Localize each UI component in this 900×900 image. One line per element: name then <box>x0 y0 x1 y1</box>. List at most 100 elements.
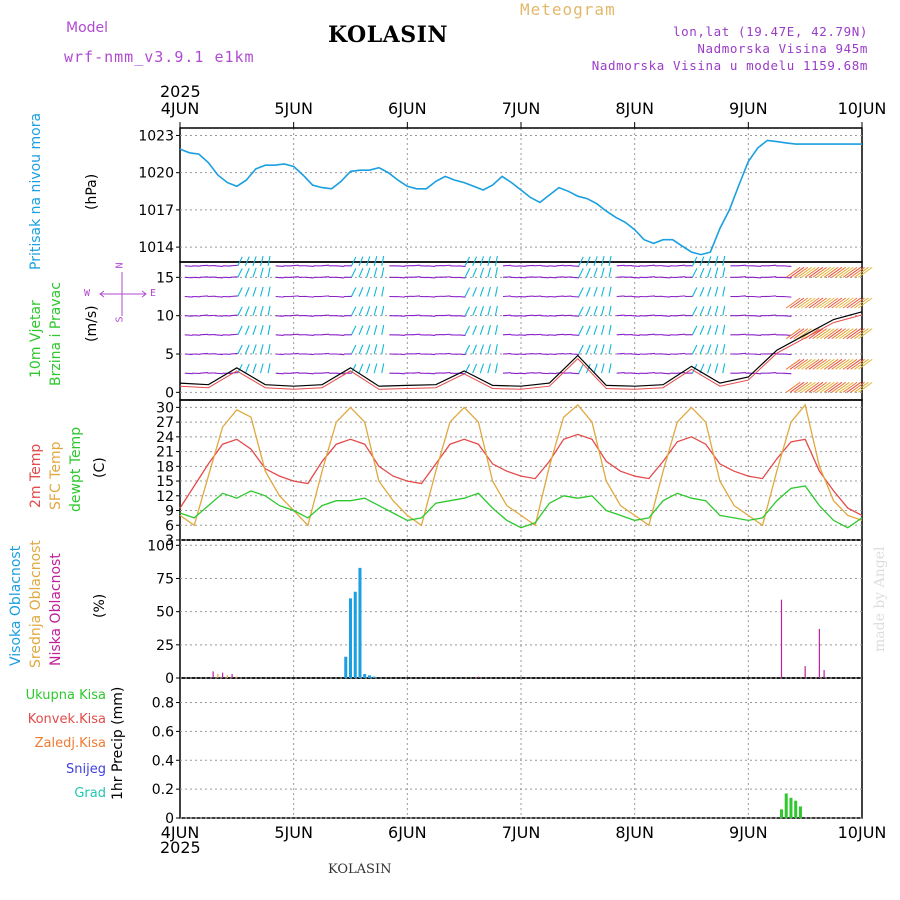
wind-barb <box>290 264 299 267</box>
wind-barb <box>396 372 405 375</box>
wind-barb <box>835 358 850 370</box>
wind-barb <box>831 297 846 309</box>
x-tick-top-label: 5JUN <box>274 99 313 118</box>
wind-barb <box>578 256 584 267</box>
temp-line-3 <box>179 485 863 529</box>
wind-barb <box>600 267 605 278</box>
wind-barb <box>442 276 451 278</box>
wind-barb <box>373 256 378 266</box>
wind-barb <box>768 276 777 278</box>
cloud-bar <box>780 599 783 678</box>
wind-barb <box>244 306 250 316</box>
cloud-bar <box>236 676 238 678</box>
wind-barb <box>502 264 512 267</box>
wind-barb <box>427 315 436 317</box>
wind-barb <box>412 295 421 298</box>
wind-barb <box>321 314 330 317</box>
x-tick-top-label: 8JUN <box>615 99 654 118</box>
wind-barb <box>737 264 746 267</box>
wind-barb <box>691 268 698 278</box>
wind-barb <box>823 297 839 309</box>
wind-barb <box>812 358 828 370</box>
wind-barb <box>850 358 865 370</box>
precip-bar <box>779 809 783 818</box>
wind-barb <box>797 297 812 309</box>
wind-barb <box>230 333 239 336</box>
model-name: wrf-nmm_v3.9.1 e1km <box>64 48 255 66</box>
wind-barb <box>768 352 777 355</box>
wind-barb <box>646 333 655 336</box>
temp-tick-label: 3 <box>165 533 174 549</box>
wind-barb <box>373 305 378 316</box>
wind-barb <box>290 333 299 336</box>
wind-barb <box>350 268 357 278</box>
wind-barb <box>804 297 820 309</box>
wind-barb <box>850 297 865 309</box>
wind-barb <box>846 358 862 370</box>
wind-barb <box>585 287 591 297</box>
wind-barb <box>857 381 873 393</box>
wind-barb <box>412 264 421 267</box>
wind-barb <box>816 297 831 309</box>
wind-barb <box>783 353 792 356</box>
pressure-tick-label: 1017 <box>138 203 174 219</box>
wind-barb <box>502 352 512 355</box>
cloud-tick-label: 50 <box>156 605 174 621</box>
wind-barb <box>714 305 719 316</box>
precip-tick-label: 0.6 <box>152 724 174 740</box>
wind-barb <box>812 328 828 340</box>
compass-arrows <box>99 272 147 316</box>
precip-bar <box>784 793 788 818</box>
wind-barb <box>631 295 640 298</box>
wind-barb <box>267 255 271 266</box>
wind-barb <box>381 344 385 355</box>
precip-total-label: Ukupna Kisa <box>25 688 106 703</box>
wind-barb <box>646 276 655 278</box>
wind-barb <box>396 315 405 317</box>
wind-barb <box>244 287 250 297</box>
elevation-label: Nadmorska Visina 945m <box>697 41 868 56</box>
wind-barb <box>854 328 869 340</box>
wind-barb <box>305 372 314 375</box>
wind-barb <box>691 256 698 267</box>
wind-barb <box>305 353 314 356</box>
wind-barb <box>457 334 466 336</box>
wind-barb <box>472 344 478 355</box>
x-tick-top-label: 7JUN <box>502 99 541 118</box>
wind-barb <box>593 344 598 355</box>
wind-barb <box>321 371 330 374</box>
wind-barb <box>593 306 598 316</box>
temp-tick-label: 21 <box>156 445 174 461</box>
wind-barb <box>215 315 224 317</box>
wind-barb <box>464 256 471 267</box>
wind-barb <box>835 381 850 393</box>
wind-barb <box>366 363 371 374</box>
wind-barb <box>259 267 264 278</box>
wind-barb <box>737 276 746 278</box>
wind-barb <box>321 333 330 336</box>
wind-barb <box>199 314 208 317</box>
wind-barb <box>267 363 271 374</box>
wind-barb <box>487 267 491 278</box>
wind-barb <box>714 363 719 374</box>
wind-barb <box>457 265 466 267</box>
wind-barb <box>600 325 605 335</box>
wind-barb <box>358 325 364 336</box>
wind-barb <box>857 358 873 370</box>
x-tick-bottom-label: 9JUN <box>729 823 768 842</box>
wind-barb <box>793 266 809 278</box>
wind-barb <box>381 267 385 278</box>
footer-location: KOLASIN <box>328 862 392 877</box>
x-tick-top-label: 9JUN <box>729 99 768 118</box>
wind-barb <box>479 286 485 297</box>
wind-barb <box>358 267 364 278</box>
wind-barb <box>259 325 264 335</box>
wind-speed-line <box>179 311 863 387</box>
wind-barb <box>275 315 284 317</box>
wind-barb <box>366 325 371 336</box>
wind-barb <box>793 381 809 393</box>
wind-barb <box>479 363 485 374</box>
wind-barb <box>412 352 421 355</box>
wind-barb <box>714 325 719 335</box>
